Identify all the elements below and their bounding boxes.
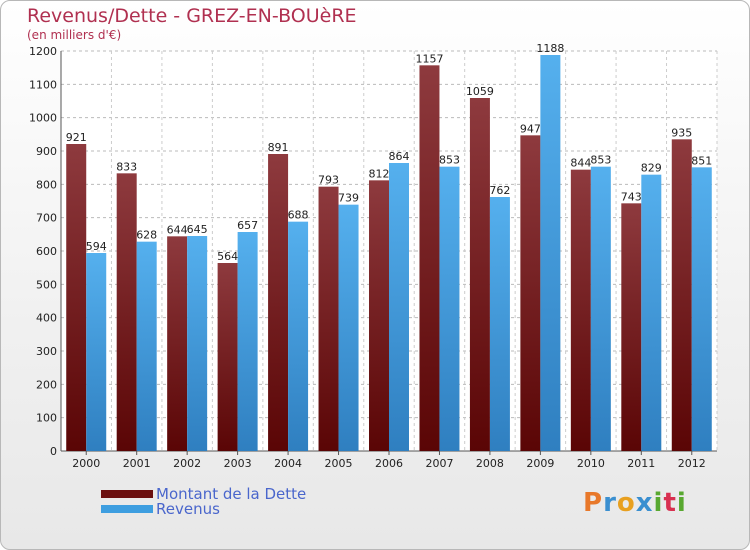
bar-revenus xyxy=(237,232,258,451)
x-tick-label: 2001 xyxy=(123,457,151,470)
bar-revenus xyxy=(489,197,510,451)
data-label-revenus: 851 xyxy=(691,154,712,167)
page-title: Revenus/Dette - GREZ-EN-BOUèRE xyxy=(27,5,357,27)
bar-revenus xyxy=(641,174,662,451)
bar-revenus xyxy=(389,163,409,451)
data-label-debt: 891 xyxy=(268,141,289,154)
data-label-debt: 921 xyxy=(66,131,87,144)
data-label-debt: 743 xyxy=(621,190,642,203)
logo-letter: i xyxy=(676,488,687,518)
legend-swatch-revenus xyxy=(101,505,153,513)
x-tick-label: 2010 xyxy=(577,457,605,470)
bar-debt xyxy=(369,180,389,452)
data-label-debt: 833 xyxy=(116,160,137,173)
y-tick-label: 800 xyxy=(36,178,57,191)
data-label-revenus: 829 xyxy=(641,162,662,175)
y-tick-label: 500 xyxy=(36,278,57,291)
logo-letter: P xyxy=(583,488,604,518)
x-tick-label: 2002 xyxy=(173,457,201,470)
data-label-debt: 1059 xyxy=(466,85,494,98)
x-tick-label: 2008 xyxy=(476,457,504,470)
x-tick-label: 2005 xyxy=(325,457,353,470)
logo-letter: x xyxy=(635,488,654,518)
x-tick-label: 2007 xyxy=(425,457,453,470)
bar-revenus xyxy=(439,166,460,451)
data-label-debt: 935 xyxy=(671,126,692,139)
data-label-revenus: 739 xyxy=(338,192,359,205)
bar-debt xyxy=(671,139,692,452)
bar-debt xyxy=(318,186,339,451)
bar-revenus xyxy=(288,221,309,451)
bar-debt xyxy=(66,144,87,451)
y-tick-label: 1100 xyxy=(29,78,57,91)
y-tick-label: 300 xyxy=(36,345,57,358)
data-label-revenus: 594 xyxy=(86,240,107,253)
data-labels: 921 594 833 628 644 645 564 657 891 688 793 739 812 8… xyxy=(66,42,713,263)
bar-debt xyxy=(419,65,440,451)
data-label-debt: 812 xyxy=(369,167,390,180)
data-label-revenus: 853 xyxy=(590,154,611,167)
proxiti-logo: Proxiti xyxy=(583,488,687,518)
x-tick-label: 2009 xyxy=(526,457,554,470)
data-label-debt: 1157 xyxy=(415,52,443,65)
y-tick-label: 400 xyxy=(36,312,57,325)
y-tick-label: 900 xyxy=(36,145,57,158)
legend-label-revenus: Revenus xyxy=(156,500,220,518)
bar-debt xyxy=(217,263,238,451)
y-tick-label: 700 xyxy=(36,212,57,225)
data-label-revenus: 864 xyxy=(389,150,410,163)
bar-revenus xyxy=(540,55,561,451)
bars xyxy=(66,55,712,452)
x-tick-label: 2012 xyxy=(678,457,706,470)
bar-revenus xyxy=(86,253,107,451)
data-label-revenus: 657 xyxy=(237,219,258,232)
data-label-revenus: 628 xyxy=(136,229,157,242)
y-tick-label: 200 xyxy=(36,378,57,391)
x-tick-label: 2006 xyxy=(375,457,403,470)
data-label-revenus: 1188 xyxy=(536,42,564,55)
legend-label-debt: Montant de la Dette xyxy=(156,485,307,503)
bar-debt xyxy=(469,98,490,451)
bar-debt xyxy=(167,236,188,451)
bar-debt xyxy=(520,135,541,452)
data-label-debt: 947 xyxy=(520,122,541,135)
logo-letter: o xyxy=(616,488,636,518)
logo-letter: i xyxy=(653,488,664,518)
bar-debt xyxy=(116,173,137,452)
x-tick-label: 2011 xyxy=(627,457,655,470)
bar-revenus xyxy=(590,166,611,451)
data-label-debt: 793 xyxy=(318,174,339,187)
data-label-debt: 844 xyxy=(570,157,591,170)
bar-revenus xyxy=(187,236,208,451)
bar-debt xyxy=(570,169,591,451)
y-tick-label: 1000 xyxy=(29,112,57,125)
data-label-revenus: 688 xyxy=(288,209,309,222)
bar-revenus xyxy=(136,241,157,451)
y-tick-label: 0 xyxy=(50,445,57,458)
logo-letter: r xyxy=(603,488,617,518)
data-label-debt: 564 xyxy=(217,250,238,263)
data-label-revenus: 645 xyxy=(187,223,208,236)
x-tick-label: 2000 xyxy=(72,457,100,470)
data-label-debt: 644 xyxy=(167,223,188,236)
bar-revenus xyxy=(338,204,359,451)
legend-swatch-debt xyxy=(101,490,153,498)
chart-subtitle: (en milliers d'€) xyxy=(27,28,122,42)
y-tick-label: 100 xyxy=(36,412,57,425)
data-label-revenus: 853 xyxy=(439,154,460,167)
bar-revenus xyxy=(691,167,712,452)
logo-letter: t xyxy=(663,488,677,518)
bar-debt xyxy=(268,154,289,451)
x-tick-label: 2003 xyxy=(224,457,252,470)
data-label-revenus: 762 xyxy=(489,184,510,197)
bar-debt xyxy=(621,203,642,451)
y-tick-label: 600 xyxy=(36,245,57,258)
x-tick-label: 2004 xyxy=(274,457,302,470)
y-tick-label: 1200 xyxy=(29,45,57,58)
